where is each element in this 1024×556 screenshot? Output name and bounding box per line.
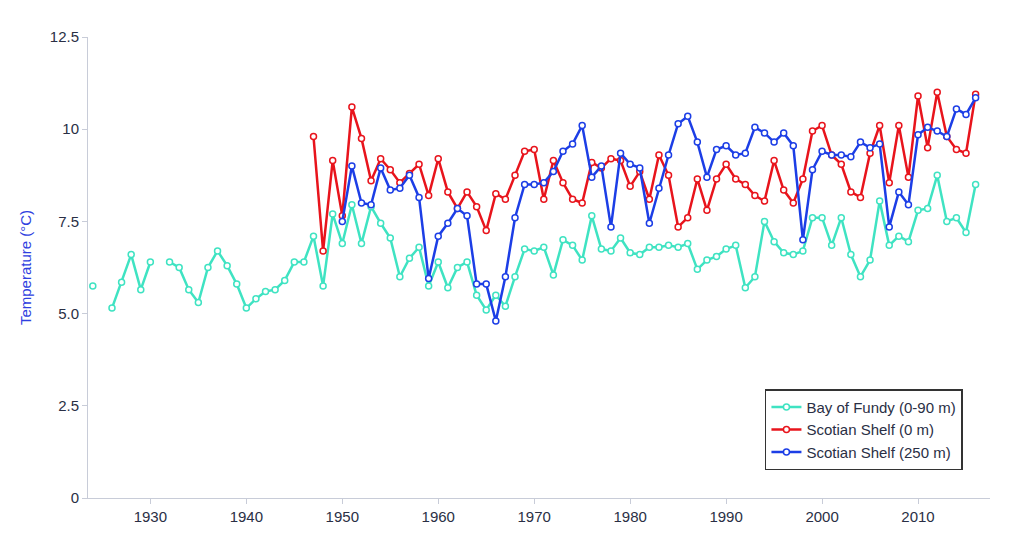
svg-text:Bay of Fundy (0-90 m): Bay of Fundy (0-90 m) — [806, 399, 955, 416]
svg-text:1930: 1930 — [134, 508, 167, 525]
svg-text:1940: 1940 — [230, 508, 263, 525]
svg-text:12.5: 12.5 — [50, 28, 79, 45]
svg-text:1990: 1990 — [709, 508, 742, 525]
svg-text:1950: 1950 — [326, 508, 359, 525]
svg-text:0: 0 — [71, 489, 79, 506]
svg-text:7.5: 7.5 — [58, 213, 79, 230]
svg-text:1970: 1970 — [518, 508, 551, 525]
svg-text:2.5: 2.5 — [58, 397, 79, 414]
svg-text:5.0: 5.0 — [58, 305, 79, 322]
svg-text:Temperature (°C): Temperature (°C) — [17, 210, 34, 325]
svg-text:1960: 1960 — [422, 508, 455, 525]
svg-text:1980: 1980 — [613, 508, 646, 525]
svg-text:2000: 2000 — [805, 508, 838, 525]
svg-text:10: 10 — [62, 120, 79, 137]
svg-text:Scotian Shelf (0 m): Scotian Shelf (0 m) — [806, 421, 934, 438]
svg-text:2010: 2010 — [901, 508, 934, 525]
svg-text:Scotian Shelf (250 m): Scotian Shelf (250 m) — [806, 444, 950, 461]
